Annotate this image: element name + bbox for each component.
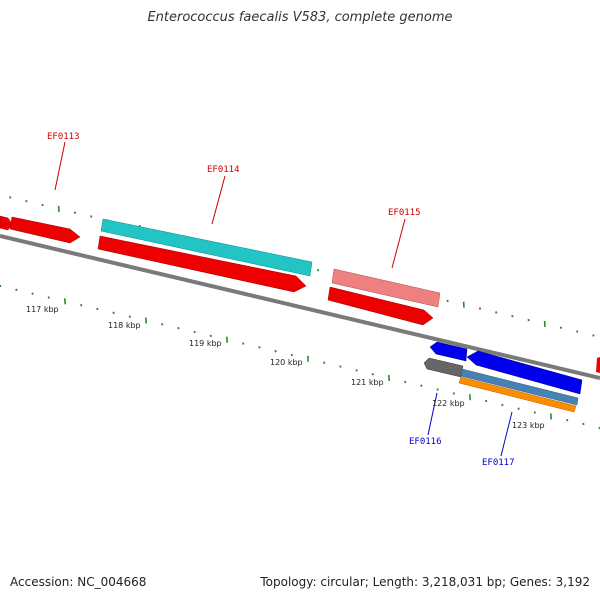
kbp-label-118: 118 kbp (108, 321, 141, 330)
gene-label-ef0116[interactable]: EF0116 (409, 437, 442, 447)
gene-ef0117-cds-orange[interactable] (458, 376, 577, 413)
gene-ef0115-feature[interactable] (327, 286, 434, 326)
gene-ef0117-cds-blue[interactable] (460, 368, 579, 406)
ef0117-leader-line (500, 411, 513, 457)
gene-label-ef0115[interactable]: EF0115 (388, 208, 421, 218)
gene-ef0114-feature[interactable] (97, 235, 307, 293)
gene-label-ef0113[interactable]: EF0113 (47, 132, 80, 142)
gene-label-ef0117[interactable]: EF0117 (482, 458, 515, 468)
accession-text: Accession: NC_004668 (10, 575, 147, 589)
kbp-label-122: 122 kbp (432, 399, 465, 408)
kbp-label-123: 123 kbp (512, 421, 545, 430)
lower-tick-row (0, 284, 600, 430)
kbp-label-121: 121 kbp (351, 378, 384, 387)
gene-feature-partial-left[interactable] (0, 215, 13, 231)
ef0113-leader-line (54, 141, 66, 191)
topology-summary-text: Topology: circular; Length: 3,218,031 bp… (260, 575, 590, 589)
kbp-label-120: 120 kbp (270, 358, 303, 367)
gene-label-ef0114[interactable]: EF0114 (207, 165, 240, 175)
ef0115-leader-line (391, 218, 406, 269)
gene-feature-partial-right[interactable] (596, 357, 600, 373)
gene-ef0115-cds[interactable] (331, 268, 441, 308)
genome-backbone (0, 234, 600, 380)
gene-ef0113-feature[interactable] (9, 216, 81, 244)
kbp-label-119: 119 kbp (189, 339, 222, 348)
ef0114-leader-line (211, 175, 226, 225)
gene-ef0114-cds[interactable] (100, 218, 313, 277)
ef0116-leader-line (427, 392, 438, 436)
kbp-label-117: 117 kbp (26, 305, 59, 314)
gene-ef0116-cds[interactable] (423, 357, 464, 378)
gene-ef0117-feature[interactable] (466, 350, 583, 395)
gene-ef0116-feature[interactable] (429, 341, 468, 362)
page-title: Enterococcus faecalis V583, complete gen… (147, 10, 453, 25)
